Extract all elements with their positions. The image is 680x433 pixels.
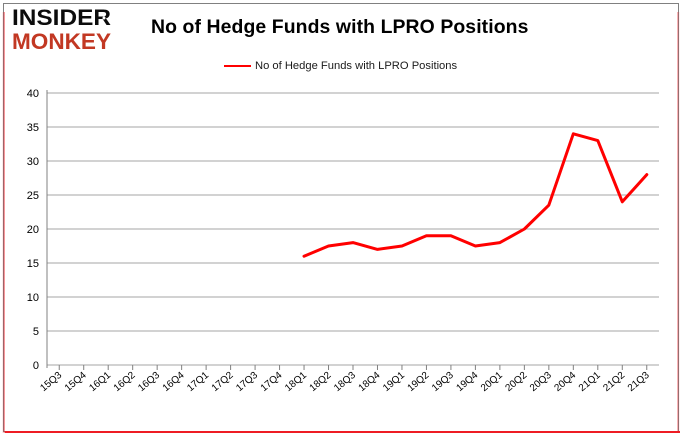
svg-text:MONKEY: MONKEY xyxy=(12,29,111,52)
svg-text:INSIDER: INSIDER xyxy=(12,6,111,30)
